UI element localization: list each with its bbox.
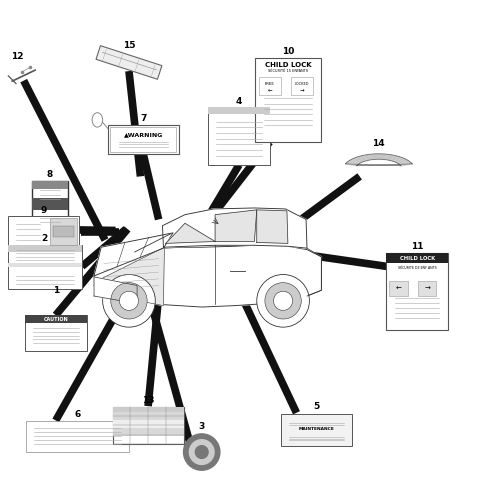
FancyBboxPatch shape [291, 77, 313, 95]
Text: FREE: FREE [265, 82, 275, 86]
FancyBboxPatch shape [386, 253, 448, 330]
FancyBboxPatch shape [26, 421, 129, 452]
Polygon shape [346, 154, 412, 166]
Text: 6: 6 [74, 410, 80, 418]
FancyBboxPatch shape [208, 107, 270, 114]
FancyBboxPatch shape [24, 316, 87, 351]
FancyBboxPatch shape [259, 77, 281, 95]
FancyBboxPatch shape [96, 46, 162, 79]
Polygon shape [94, 233, 173, 276]
Circle shape [274, 291, 293, 310]
Circle shape [195, 446, 208, 459]
FancyBboxPatch shape [8, 216, 79, 247]
FancyBboxPatch shape [108, 124, 179, 154]
Polygon shape [94, 245, 322, 307]
Text: ←: ← [267, 88, 272, 93]
Polygon shape [162, 208, 307, 248]
Text: SÉCURITÉ 15 ENFANTS: SÉCURITÉ 15 ENFANTS [268, 70, 308, 73]
FancyBboxPatch shape [386, 253, 448, 264]
FancyBboxPatch shape [32, 181, 68, 190]
FancyBboxPatch shape [8, 245, 82, 252]
FancyBboxPatch shape [113, 407, 183, 412]
Text: 7: 7 [140, 114, 146, 123]
FancyBboxPatch shape [8, 263, 82, 267]
Circle shape [183, 434, 220, 470]
FancyBboxPatch shape [208, 107, 270, 165]
Text: 13: 13 [142, 396, 155, 405]
Text: 1: 1 [53, 286, 59, 295]
Text: 11: 11 [411, 242, 423, 251]
Text: 4: 4 [236, 97, 242, 105]
Polygon shape [166, 223, 215, 243]
FancyBboxPatch shape [255, 58, 321, 142]
FancyBboxPatch shape [24, 316, 87, 323]
FancyBboxPatch shape [113, 407, 183, 444]
Text: 5: 5 [313, 402, 320, 411]
Text: 12: 12 [11, 51, 23, 60]
Text: CHILD LOCK: CHILD LOCK [399, 256, 435, 261]
FancyBboxPatch shape [8, 245, 82, 289]
Circle shape [189, 439, 214, 464]
FancyBboxPatch shape [50, 219, 77, 245]
Circle shape [120, 291, 139, 310]
Text: 8: 8 [47, 170, 53, 179]
Text: 15: 15 [123, 41, 135, 50]
FancyBboxPatch shape [389, 281, 408, 296]
Text: →: → [300, 88, 304, 93]
Text: LOCKED: LOCKED [295, 82, 309, 86]
Text: ←: ← [396, 285, 401, 291]
Text: →: → [424, 285, 430, 291]
Polygon shape [215, 210, 257, 241]
Polygon shape [96, 247, 164, 305]
FancyBboxPatch shape [418, 281, 436, 296]
Text: 3: 3 [199, 422, 205, 431]
FancyBboxPatch shape [113, 428, 183, 435]
FancyBboxPatch shape [113, 420, 183, 428]
Text: 10: 10 [282, 47, 294, 56]
FancyBboxPatch shape [32, 181, 68, 229]
FancyBboxPatch shape [113, 412, 183, 420]
Text: CAUTION: CAUTION [43, 317, 68, 322]
Text: MAINTENANCE: MAINTENANCE [299, 427, 335, 431]
Text: SÉCURITE DE ENF ANTS: SÉCURITE DE ENF ANTS [398, 266, 436, 270]
Text: 2: 2 [42, 234, 48, 243]
Polygon shape [94, 277, 137, 304]
Polygon shape [257, 210, 288, 243]
Circle shape [265, 283, 301, 319]
Text: 9: 9 [41, 206, 47, 215]
Text: CHILD LOCK: CHILD LOCK [264, 61, 311, 68]
Circle shape [111, 283, 147, 319]
FancyBboxPatch shape [53, 226, 74, 237]
Circle shape [103, 275, 156, 327]
Text: ▲WARNING: ▲WARNING [124, 133, 163, 138]
Ellipse shape [92, 113, 103, 127]
FancyBboxPatch shape [281, 414, 352, 447]
Text: 14: 14 [372, 139, 385, 148]
FancyBboxPatch shape [32, 199, 68, 210]
Circle shape [257, 275, 310, 327]
